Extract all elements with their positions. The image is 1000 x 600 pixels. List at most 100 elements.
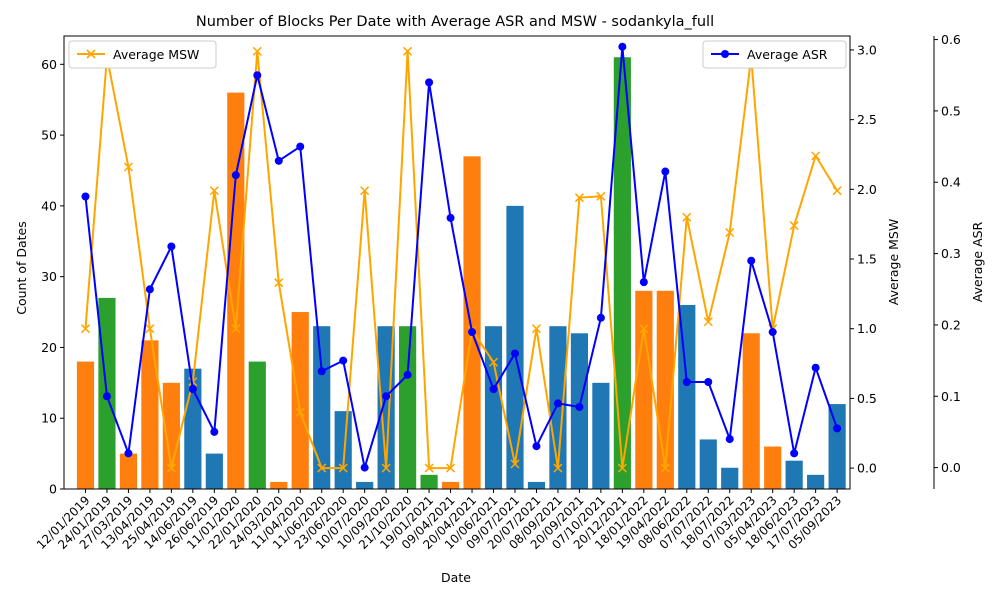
legend-asr-label: Average ASR <box>747 47 828 62</box>
asr-point <box>425 78 434 87</box>
plot-frame <box>63 35 851 490</box>
asr-point <box>188 385 197 394</box>
bar <box>764 446 782 489</box>
y3-tick-label: 0.6 <box>941 32 961 47</box>
asr-point <box>296 142 305 151</box>
asr-point <box>124 449 133 458</box>
msw-point <box>488 357 499 367</box>
bar <box>356 481 374 489</box>
bar <box>334 411 352 489</box>
asr-point <box>553 399 562 408</box>
bar <box>807 474 825 489</box>
asr-point <box>510 349 519 358</box>
msw-point <box>381 463 391 473</box>
y2-axis-label: Average MSW <box>886 219 901 305</box>
asr-point <box>102 392 111 401</box>
chart-title: Number of Blocks Per Date with Average A… <box>196 14 714 30</box>
msw-point <box>166 463 176 473</box>
legend-asr-dot-marker <box>721 50 729 58</box>
asr-point <box>81 192 90 201</box>
y2-tick-label: 0.5 <box>857 391 877 406</box>
asr-point <box>661 167 670 176</box>
asr-point <box>790 449 799 458</box>
y2-tick-label: 1.0 <box>857 321 877 336</box>
msw-point <box>123 162 133 172</box>
x-axis-label: Date <box>441 570 471 585</box>
bar <box>399 326 417 489</box>
y3-tick-label: 0.1 <box>941 389 961 404</box>
bar <box>270 481 288 489</box>
asr-point <box>575 402 584 411</box>
asr-point <box>167 242 176 251</box>
asr-point <box>768 328 777 337</box>
legend-asr: Average ASR <box>702 40 847 69</box>
bar <box>76 361 95 489</box>
msw-point <box>811 151 821 161</box>
y-tick-label: 40 <box>41 198 57 213</box>
msw-point <box>360 186 370 196</box>
y-tick-label: 10 <box>41 411 57 426</box>
asr-point <box>618 42 627 51</box>
msw-point <box>295 407 305 417</box>
msw-point <box>703 317 713 327</box>
y2-tick-label: 1.5 <box>857 252 877 267</box>
bars-layer <box>76 57 846 489</box>
asr-point <box>639 278 648 287</box>
msw-point <box>617 463 627 473</box>
bar <box>313 326 331 489</box>
bar <box>527 481 546 489</box>
bar <box>742 333 760 489</box>
asr-point <box>145 285 154 294</box>
y3-tick-label: 0.5 <box>941 103 961 118</box>
asr-point <box>725 435 734 444</box>
bar <box>463 156 481 489</box>
bar <box>549 326 567 489</box>
bar <box>699 439 717 489</box>
y-tick-label: 20 <box>41 340 57 355</box>
bar <box>248 361 266 489</box>
legend-msw: Average MSW <box>68 40 217 69</box>
asr-point <box>210 427 219 436</box>
asr-point <box>403 370 412 379</box>
msw-point <box>446 463 456 473</box>
msw-point <box>403 46 413 56</box>
y3-tick-label: 0.2 <box>941 317 961 332</box>
y-tick-label: 60 <box>41 57 57 72</box>
msw-point <box>338 463 348 473</box>
bar <box>613 57 631 489</box>
msw-point <box>145 324 155 334</box>
legend-msw-x-marker <box>86 49 96 59</box>
msw-point <box>231 324 241 334</box>
bar <box>484 326 503 489</box>
msw-point <box>639 324 649 334</box>
asr-line <box>84 45 839 469</box>
msw-point <box>660 463 670 473</box>
msw-point <box>682 212 692 222</box>
bar <box>227 92 245 489</box>
msw-point <box>596 191 606 201</box>
asr-point <box>704 377 713 386</box>
y2-tick-label: 2.5 <box>857 112 877 127</box>
y-tick-label: 0 <box>49 482 57 497</box>
asr-point <box>532 442 541 451</box>
y2-tick-label: 0.0 <box>857 461 877 476</box>
y-axis-label: Count of Dates <box>14 221 29 315</box>
asr-point <box>596 313 605 322</box>
y2-tick-label: 2.0 <box>857 182 877 197</box>
y2-tick-label: 3.0 <box>857 42 877 57</box>
bar <box>678 304 696 489</box>
asr-point <box>253 71 262 80</box>
msw-point <box>80 324 91 334</box>
asr-point <box>833 424 842 433</box>
asr-point <box>274 156 283 165</box>
asr-point <box>317 367 326 376</box>
bar <box>785 460 803 489</box>
y-tick-label: 30 <box>41 269 57 284</box>
asr-point <box>811 363 820 372</box>
legend-msw-label: Average MSW <box>113 47 199 62</box>
msw-point <box>188 377 198 387</box>
bar <box>441 481 460 489</box>
bar <box>635 290 653 489</box>
bar <box>828 404 846 489</box>
